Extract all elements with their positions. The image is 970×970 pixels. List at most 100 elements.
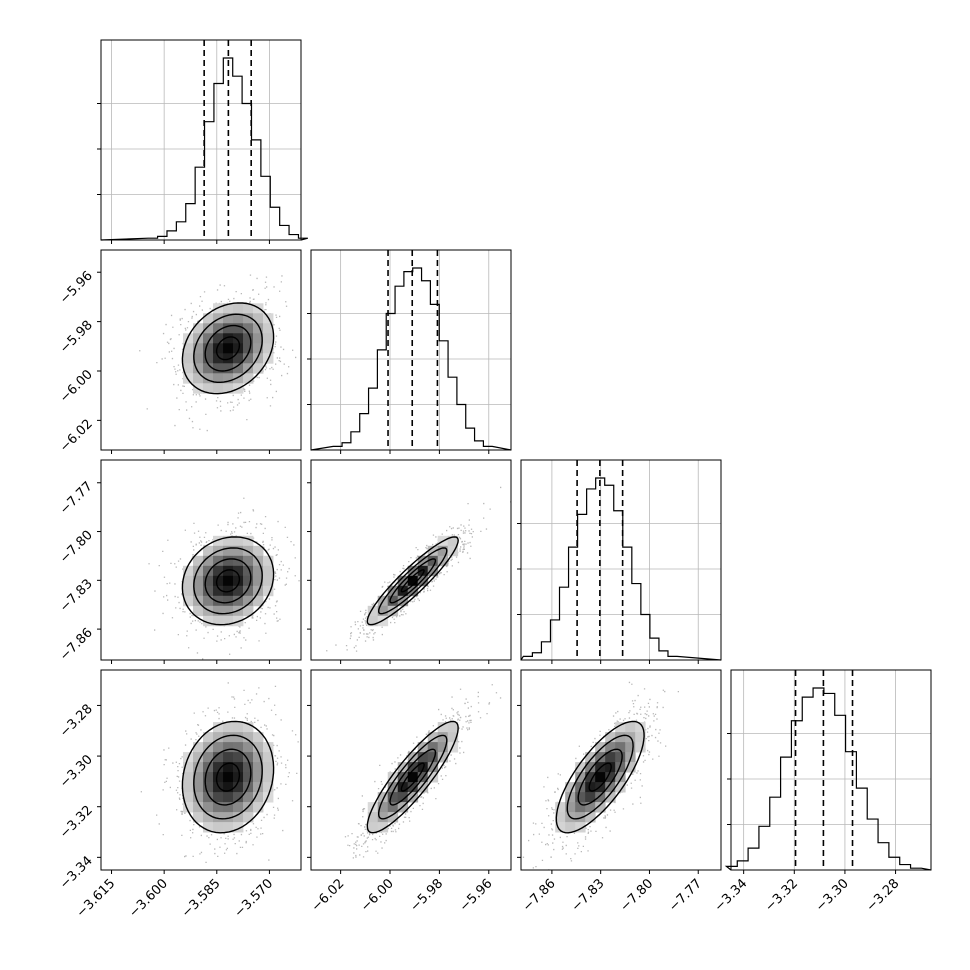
density-cell-3-0 <box>203 792 214 803</box>
density-cell-3-0 <box>193 802 204 813</box>
x-tick-label-3-3: −3.28 <box>864 876 903 915</box>
y-tick-label-3-1: −3.32 <box>57 803 96 842</box>
contour-3-0-1 <box>204 748 252 806</box>
density-cell-3-0 <box>203 772 214 783</box>
density-cell-2-0 <box>223 565 234 577</box>
density-cell-3-2 <box>605 732 616 743</box>
density-cell-3-0 <box>233 812 244 823</box>
density-cell-3-2 <box>585 782 596 793</box>
density-cell-1-0 <box>253 313 264 324</box>
density-cell-2-0 <box>213 535 224 547</box>
density-cell-2-0 <box>243 565 254 577</box>
density-cell-2-0 <box>223 555 234 567</box>
density-cell-3-1 <box>437 722 449 733</box>
x-tick-label-0-3: −3.570 <box>232 876 277 921</box>
density-cell-3-2 <box>615 742 626 753</box>
density-cell-1-0 <box>253 363 264 374</box>
contour-1-0-2 <box>193 313 263 383</box>
density-cell-3-0 <box>183 762 194 773</box>
density-cell-3-0 <box>263 772 274 783</box>
density-cell-3-2 <box>625 742 636 753</box>
density-cell-3-2 <box>565 782 576 793</box>
density-cell-3-2 <box>635 732 646 743</box>
y-tick-label-2-3: −7.77 <box>57 479 96 518</box>
density-cell-2-0 <box>223 545 234 557</box>
density-cell-3-2 <box>625 722 636 733</box>
hist-panel-1 <box>307 250 512 451</box>
density-content-2-1 <box>326 486 511 652</box>
density-cell-3-0 <box>243 752 254 763</box>
density-cell-2-0 <box>223 595 234 607</box>
density-cell-2-0 <box>253 595 264 607</box>
density-cell-3-0 <box>223 792 234 803</box>
density-cell-2-0 <box>203 595 214 607</box>
density-cell-2-1 <box>427 555 439 567</box>
density-cell-1-0 <box>233 333 244 344</box>
contour-2-1-2 <box>377 547 448 615</box>
density-panel-3-2 <box>522 681 679 870</box>
density-panel-2-0 <box>148 497 300 660</box>
density-cell-1-0 <box>193 363 204 374</box>
density-cell-2-0 <box>183 585 194 597</box>
density-cell-2-1 <box>407 565 419 577</box>
density-cell-3-2 <box>595 752 606 763</box>
density-cell-1-0 <box>253 323 264 334</box>
density-cell-2-0 <box>243 535 254 547</box>
density-cell-3-0 <box>223 782 234 793</box>
panel-frame-3-1 <box>310 669 512 871</box>
density-cell-3-0 <box>253 752 264 763</box>
density-content-2-0 <box>148 497 300 660</box>
contour-2-0-2 <box>193 547 263 615</box>
density-cell-3-0 <box>223 822 234 833</box>
panel-frame-3-3 <box>730 669 932 871</box>
density-cell-3-1 <box>447 732 459 743</box>
density-cell-3-1 <box>407 782 419 793</box>
density-cell-3-0 <box>193 812 204 823</box>
density-cell-3-2 <box>605 772 616 783</box>
contour-3-0-3 <box>181 720 275 834</box>
density-cell-1-0 <box>243 363 254 374</box>
density-cell-2-0 <box>233 545 244 557</box>
density-cell-2-1 <box>387 595 399 607</box>
density-cell-2-1 <box>407 585 419 597</box>
contour-2-0-3 <box>181 536 275 626</box>
density-cell-3-2 <box>595 782 606 793</box>
density-cell-3-0 <box>223 802 234 813</box>
density-cell-3-0 <box>213 752 224 763</box>
density-cell-3-0 <box>253 742 264 753</box>
density-cell-3-0 <box>253 782 264 793</box>
density-cell-1-0 <box>263 333 274 344</box>
density-cell-2-1 <box>417 575 429 587</box>
density-cell-3-1 <box>417 752 429 763</box>
density-cell-2-0 <box>233 535 244 547</box>
y-tick-label-3-0: −3.34 <box>57 854 96 893</box>
hist-2 <box>520 477 722 661</box>
x-tick-label-3-0: −3.34 <box>712 876 751 915</box>
density-cell-3-0 <box>213 802 224 813</box>
density-cell-3-1 <box>427 762 439 773</box>
density-cell-1-0 <box>203 323 214 334</box>
density-cell-2-1 <box>447 545 459 557</box>
density-cell-1-0 <box>223 303 234 314</box>
density-cell-3-2 <box>595 802 606 813</box>
density-cell-2-0 <box>253 545 264 557</box>
density-cell-3-1 <box>377 822 389 833</box>
density-cell-3-2 <box>605 782 616 793</box>
density-cell-1-0 <box>233 303 244 314</box>
density-cell-3-1 <box>407 772 419 783</box>
y-tick-label-1-2: −5.98 <box>57 318 96 357</box>
density-cell-3-0 <box>213 782 224 793</box>
density-cell-2-0 <box>253 575 264 587</box>
density-cell-1-0 <box>193 373 204 384</box>
y-tick-label-1-1: −6.00 <box>57 367 96 406</box>
density-cell-3-2 <box>575 822 586 833</box>
density-cell-3-2 <box>585 792 596 803</box>
density-cell-3-0 <box>263 742 274 753</box>
density-cell-3-0 <box>223 732 234 743</box>
density-cell-3-0 <box>243 792 254 803</box>
density-cell-1-0 <box>263 343 274 354</box>
density-cell-1-0 <box>233 323 244 334</box>
density-cell-3-0 <box>203 732 214 743</box>
density-cell-3-1 <box>447 722 459 733</box>
density-cell-3-0 <box>213 822 224 833</box>
